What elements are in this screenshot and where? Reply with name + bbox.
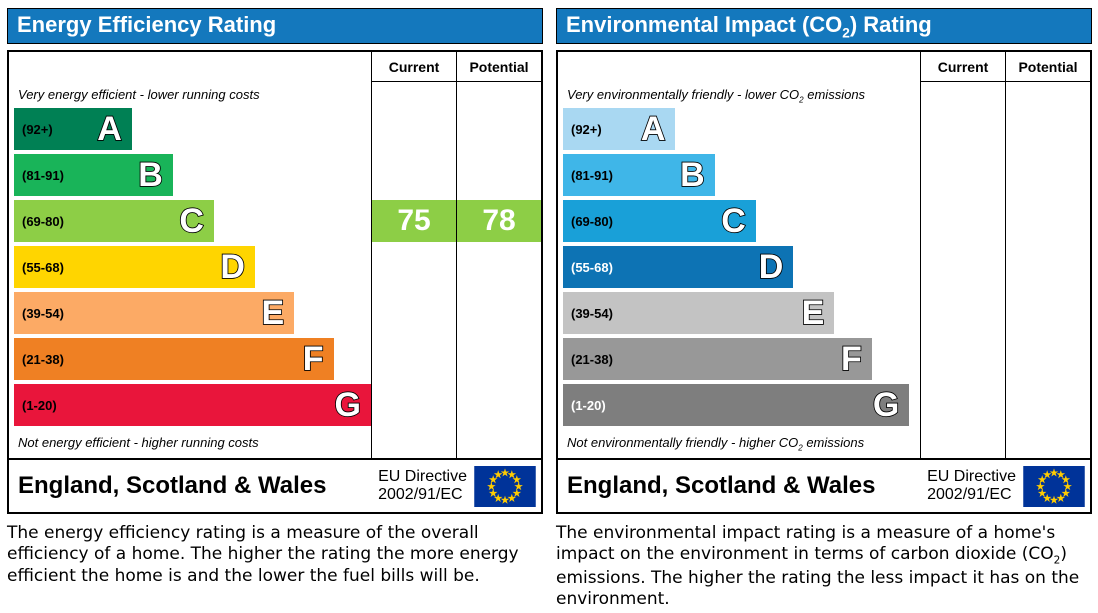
energy-efficiency-chart: Very energy efficient - lower running co…	[9, 52, 541, 458]
region-label: England, Scotland & Wales	[567, 472, 876, 499]
band-letter: D	[220, 248, 246, 286]
eer-band-d: (55-68) D	[14, 246, 255, 288]
band-letter: D	[758, 248, 784, 286]
band-row: (69-80) C	[563, 198, 920, 244]
eer-band-a: (92+) A	[14, 108, 132, 150]
chart-footer: England, Scotland & Wales EU Directive 2…	[558, 458, 1090, 512]
band-letter: G	[334, 386, 362, 424]
eu-directive-label: EU Directive 2002/91/EC	[378, 467, 467, 503]
band-range-label: (55-68)	[571, 259, 613, 275]
environmental-impact-panel: Environmental Impact (CO2) Rating Very e…	[556, 8, 1092, 514]
band-range-label: (69-80)	[22, 213, 64, 229]
band-range-label: (92+)	[22, 121, 53, 137]
band-area: Very energy efficient - lower running co…	[9, 52, 371, 458]
band-range-label: (39-54)	[571, 305, 613, 321]
potential-column-header: Potential	[1006, 52, 1090, 82]
band-row: (1-20) G	[14, 382, 371, 428]
band-row: (55-68) D	[563, 244, 920, 290]
band-range-label: (55-68)	[22, 259, 64, 275]
band-row: (1-20) G	[563, 382, 920, 428]
eir-band-f: (21-38) F	[563, 338, 872, 380]
band-letter: C	[720, 202, 746, 240]
potential-rating-value: 78	[457, 200, 541, 242]
eir-band-a: (92+) A	[563, 108, 676, 150]
current-rating-value: 75	[372, 200, 456, 242]
band-letter: A	[640, 110, 666, 148]
header-spacer	[14, 52, 371, 82]
band-letter: G	[872, 386, 900, 424]
eir-band-g: (1-20) G	[563, 384, 910, 426]
band-letter: E	[261, 294, 285, 332]
band-row: (92+) A	[14, 106, 371, 152]
eir-band-d: (55-68) D	[563, 246, 794, 288]
header-spacer	[563, 52, 920, 82]
band-range-label: (1-20)	[571, 397, 606, 413]
eu-directive-label: EU Directive 2002/91/EC	[927, 467, 1016, 503]
energy-efficiency-panel: Energy Efficiency Rating Very energy eff…	[7, 8, 543, 514]
band-range-label: (1-20)	[22, 397, 57, 413]
band-range-label: (69-80)	[571, 213, 613, 229]
band-letter: F	[840, 340, 862, 378]
eer-band-b: (81-91) B	[14, 154, 173, 196]
band-letter: A	[96, 110, 122, 148]
eir-band-b: (81-91) B	[563, 154, 715, 196]
band-row: (81-91) B	[563, 152, 920, 198]
top-note: Very environmentally friendly - lower CO…	[567, 87, 866, 105]
band-row: (81-91) B	[14, 152, 371, 198]
band-range-label: (21-38)	[22, 351, 64, 367]
potential-column: Potential	[1005, 52, 1090, 458]
band-letter: C	[179, 202, 205, 240]
bottom-note: Not environmentally friendly - higher CO…	[567, 435, 865, 453]
potential-column: Potential 78	[456, 52, 541, 458]
current-column: Current 75	[371, 52, 456, 458]
energy-efficiency-title: Energy Efficiency Rating	[7, 8, 543, 44]
band-row: (21-38) F	[14, 336, 371, 382]
band-row: (69-80) C	[14, 198, 371, 244]
eir-band-e: (39-54) E	[563, 292, 835, 334]
top-note: Very energy efficient - lower running co…	[18, 87, 260, 102]
energy-efficiency-chart-box: Very energy efficient - lower running co…	[7, 50, 543, 514]
band-range-label: (21-38)	[571, 351, 613, 367]
band-letter: B	[137, 156, 163, 194]
band-letter: B	[679, 156, 705, 194]
environmental-impact-chart-box: Very environmentally friendly - lower CO…	[556, 50, 1092, 514]
band-row: (92+) A	[563, 106, 920, 152]
band-letter: E	[801, 294, 825, 332]
band-row: (39-54) E	[563, 290, 920, 336]
current-column: Current	[920, 52, 1005, 458]
band-area: Very environmentally friendly - lower CO…	[558, 52, 920, 458]
band-letter: F	[302, 340, 324, 378]
band-range-label: (81-91)	[22, 167, 64, 183]
eer-band-f: (21-38) F	[14, 338, 334, 380]
band-row: (39-54) E	[14, 290, 371, 336]
potential-column-header: Potential	[457, 52, 541, 82]
energy-efficiency-description: The energy efficiency rating is a measur…	[7, 523, 519, 586]
eu-flag-icon	[1023, 465, 1085, 507]
environmental-impact-title: Environmental Impact (CO2) Rating	[556, 8, 1092, 44]
eu-flag-icon	[474, 465, 536, 507]
eer-band-g: (1-20) G	[14, 384, 371, 426]
chart-footer: England, Scotland & Wales EU Directive 2…	[9, 458, 541, 512]
charts-row: Energy Efficiency Rating Very energy eff…	[7, 8, 1092, 514]
current-column-header: Current	[921, 52, 1005, 82]
band-range-label: (39-54)	[22, 305, 64, 321]
eer-band-e: (39-54) E	[14, 292, 295, 334]
descriptions-row: The energy efficiency rating is a measur…	[0, 514, 1098, 610]
environmental-impact-chart: Very environmentally friendly - lower CO…	[558, 52, 1090, 458]
band-range-label: (81-91)	[571, 167, 613, 183]
band-row: (55-68) D	[14, 244, 371, 290]
environmental-impact-description: The environmental impact rating is a mea…	[556, 523, 1080, 610]
band-row: (21-38) F	[563, 336, 920, 382]
current-column-header: Current	[372, 52, 456, 82]
eer-band-c: (69-80) C	[14, 200, 214, 242]
region-label: England, Scotland & Wales	[18, 472, 327, 499]
band-range-label: (92+)	[571, 121, 602, 137]
bottom-note: Not energy efficient - higher running co…	[18, 435, 259, 450]
eir-band-c: (69-80) C	[563, 200, 756, 242]
